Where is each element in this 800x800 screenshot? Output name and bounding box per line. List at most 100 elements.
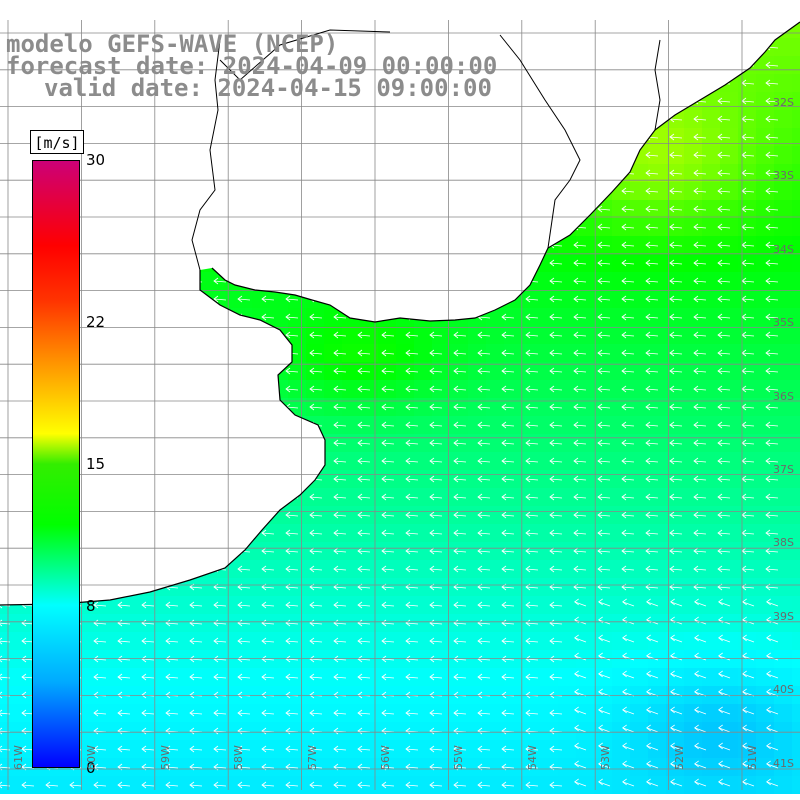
wind-speed-cell xyxy=(576,254,594,272)
wind-arrow xyxy=(501,349,515,357)
wind-speed-cell xyxy=(396,632,414,650)
wind-arrow xyxy=(381,529,395,537)
wind-arrow xyxy=(381,385,395,393)
wind-speed-cell xyxy=(792,362,800,380)
wind-speed-cell xyxy=(666,596,684,614)
wind-speed-cell xyxy=(756,272,774,290)
wind-arrow xyxy=(309,547,323,555)
wind-arrow xyxy=(525,331,539,339)
wind-speed-cell xyxy=(702,668,720,686)
wind-speed-cell xyxy=(126,614,144,632)
wind-speed-cell xyxy=(360,704,378,722)
wind-speed-cell xyxy=(468,704,486,722)
wind-speed-cell xyxy=(252,704,270,722)
wind-arrow xyxy=(237,673,251,681)
wind-speed-cell xyxy=(306,308,324,326)
wind-speed-cell xyxy=(234,740,252,758)
wind-arrow xyxy=(645,565,659,573)
wind-arrow xyxy=(597,439,611,447)
wind-speed-cell xyxy=(396,362,414,380)
wind-speed-cell xyxy=(504,650,522,668)
wind-speed-cell xyxy=(612,362,630,380)
wind-speed-cell xyxy=(396,668,414,686)
wind-speed-cell xyxy=(630,164,648,182)
wind-arrow xyxy=(501,475,515,483)
wind-speed-cell xyxy=(774,488,792,506)
wind-arrow xyxy=(717,529,731,537)
wind-speed-cell xyxy=(666,506,684,524)
wind-speed-cell xyxy=(720,254,738,272)
wind-speed-cell xyxy=(360,398,378,416)
wind-arrow xyxy=(117,655,131,663)
wind-arrow xyxy=(549,349,563,357)
wind-speed-cell xyxy=(792,110,800,128)
wind-speed-cell xyxy=(666,632,684,650)
wind-speed-cell xyxy=(342,524,360,542)
wind-arrow xyxy=(309,655,323,663)
wind-arrow xyxy=(309,403,323,411)
wind-speed-cell xyxy=(648,668,666,686)
wind-speed-cell xyxy=(774,380,792,398)
wind-arrow xyxy=(117,673,131,681)
wind-speed-cell xyxy=(450,704,468,722)
wind-speed-cell xyxy=(504,542,522,560)
wind-speed-cell xyxy=(792,740,800,758)
wind-speed-cell xyxy=(306,524,324,542)
wind-speed-cell xyxy=(540,578,558,596)
wind-speed-cell xyxy=(450,326,468,344)
wind-arrow xyxy=(309,673,323,681)
wind-arrow xyxy=(213,745,227,753)
wind-speed-cell xyxy=(576,506,594,524)
wind-speed-cell xyxy=(414,776,432,794)
wind-speed-cell xyxy=(594,650,612,668)
wind-arrow xyxy=(621,223,635,231)
wind-speed-cell xyxy=(108,758,126,776)
latitude-label: 32S xyxy=(773,96,794,109)
wind-arrow xyxy=(93,673,107,681)
wind-speed-cell xyxy=(450,470,468,488)
wind-speed-cell xyxy=(558,722,576,740)
wind-speed-cell xyxy=(180,668,198,686)
wind-arrow xyxy=(405,457,419,465)
wind-arrow xyxy=(333,781,347,789)
wind-speed-cell xyxy=(666,326,684,344)
wind-speed-cell xyxy=(324,704,342,722)
wind-arrow xyxy=(165,745,179,753)
wind-speed-cell xyxy=(720,596,738,614)
wind-arrow xyxy=(669,457,683,465)
wind-speed-cell xyxy=(414,488,432,506)
wind-speed-cell xyxy=(414,434,432,452)
wind-speed-cell xyxy=(342,704,360,722)
wind-speed-cell xyxy=(702,236,720,254)
wind-arrow xyxy=(501,601,515,609)
wind-arrow xyxy=(285,331,299,339)
wind-speed-cell xyxy=(360,326,378,344)
wind-speed-cell xyxy=(666,452,684,470)
wind-speed-cell xyxy=(468,740,486,758)
wind-speed-cell xyxy=(648,326,666,344)
wind-speed-cell xyxy=(594,470,612,488)
wind-speed-cell xyxy=(774,740,792,758)
wind-speed-cell xyxy=(378,524,396,542)
wind-arrow xyxy=(429,529,443,537)
wind-arrow xyxy=(93,709,107,717)
wind-speed-cell xyxy=(414,650,432,668)
wind-arrow xyxy=(646,634,659,643)
wind-speed-cell xyxy=(756,596,774,614)
wind-speed-cell xyxy=(432,506,450,524)
wind-speed-cell xyxy=(684,632,702,650)
wind-arrow xyxy=(141,709,155,717)
wind-speed-cell xyxy=(234,290,252,308)
wind-speed-cell xyxy=(684,272,702,290)
wind-speed-cell xyxy=(666,128,684,146)
wind-speed-cell xyxy=(414,740,432,758)
wind-arrow xyxy=(573,241,587,249)
wind-speed-cell xyxy=(0,722,18,740)
wind-arrow xyxy=(717,349,731,357)
wind-speed-cell xyxy=(468,326,486,344)
wind-speed-cell xyxy=(414,380,432,398)
wind-arrow xyxy=(765,79,779,87)
wind-speed-cell xyxy=(450,398,468,416)
wind-speed-cell xyxy=(360,740,378,758)
wind-speed-cell xyxy=(252,290,270,308)
